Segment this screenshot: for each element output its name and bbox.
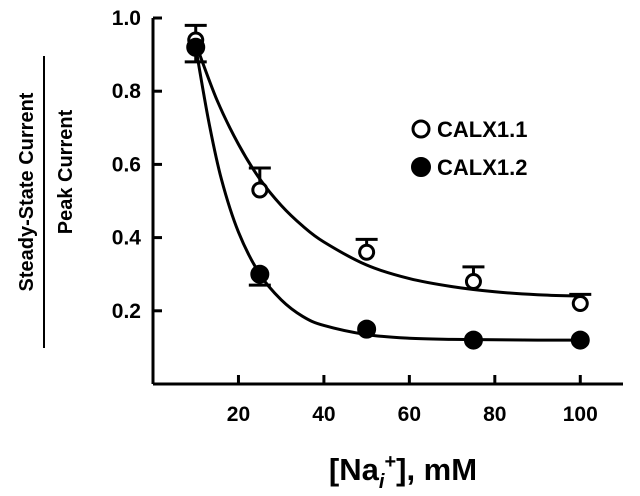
data-point-calx1-2 bbox=[186, 37, 206, 57]
y-axis-label-bottom: Peak Current bbox=[55, 109, 77, 234]
x-ticks: 20 40 60 80 100 bbox=[227, 375, 598, 426]
data-point-calx1-1 bbox=[464, 273, 482, 291]
data-point-calx1-1 bbox=[571, 294, 589, 312]
y-tick-label: 0.6 bbox=[112, 153, 141, 176]
y-tick-label: 0.8 bbox=[112, 80, 142, 103]
legend-label-calx1-1: CALX1.1 bbox=[437, 117, 527, 142]
x-tick-label: 20 bbox=[227, 403, 250, 426]
x-axis-label: [Nai+], mM bbox=[329, 451, 477, 493]
y-tick-label: 0.4 bbox=[112, 227, 142, 250]
y-axis-label: Steady-State Current Peak Current bbox=[16, 56, 77, 348]
y-tick-label: 1.0 bbox=[112, 7, 141, 30]
legend-marker-calx1-2 bbox=[411, 157, 431, 177]
data-point-calx1-1 bbox=[358, 243, 376, 261]
data-point-calx1-1 bbox=[251, 181, 269, 199]
y-ticks: 0.2 0.4 0.6 0.8 1.0 bbox=[112, 7, 162, 323]
fit-curve-2 bbox=[194, 47, 581, 342]
axes bbox=[151, 18, 623, 386]
legend-marker-calx1-1 bbox=[411, 119, 431, 139]
y-axis-label-top: Steady-State Current bbox=[16, 92, 38, 291]
error-bars bbox=[184, 23, 592, 296]
data-point-calx1-2 bbox=[570, 330, 590, 350]
x-tick-label: 80 bbox=[483, 403, 506, 426]
fit-curve-1 bbox=[194, 43, 581, 298]
x-tick-label: 40 bbox=[312, 403, 335, 426]
x-tick-label: 100 bbox=[563, 403, 598, 426]
data-point-calx1-2 bbox=[357, 319, 377, 339]
legend: CALX1.1 CALX1.2 bbox=[411, 117, 527, 180]
data-point-calx1-2 bbox=[250, 264, 270, 284]
legend-label-calx1-2: CALX1.2 bbox=[437, 155, 527, 180]
data-points bbox=[186, 31, 590, 350]
fit-curves bbox=[194, 43, 581, 342]
data-point-calx1-2 bbox=[463, 330, 483, 350]
x-tick-label: 60 bbox=[398, 403, 421, 426]
y-tick-label: 0.2 bbox=[112, 300, 141, 323]
